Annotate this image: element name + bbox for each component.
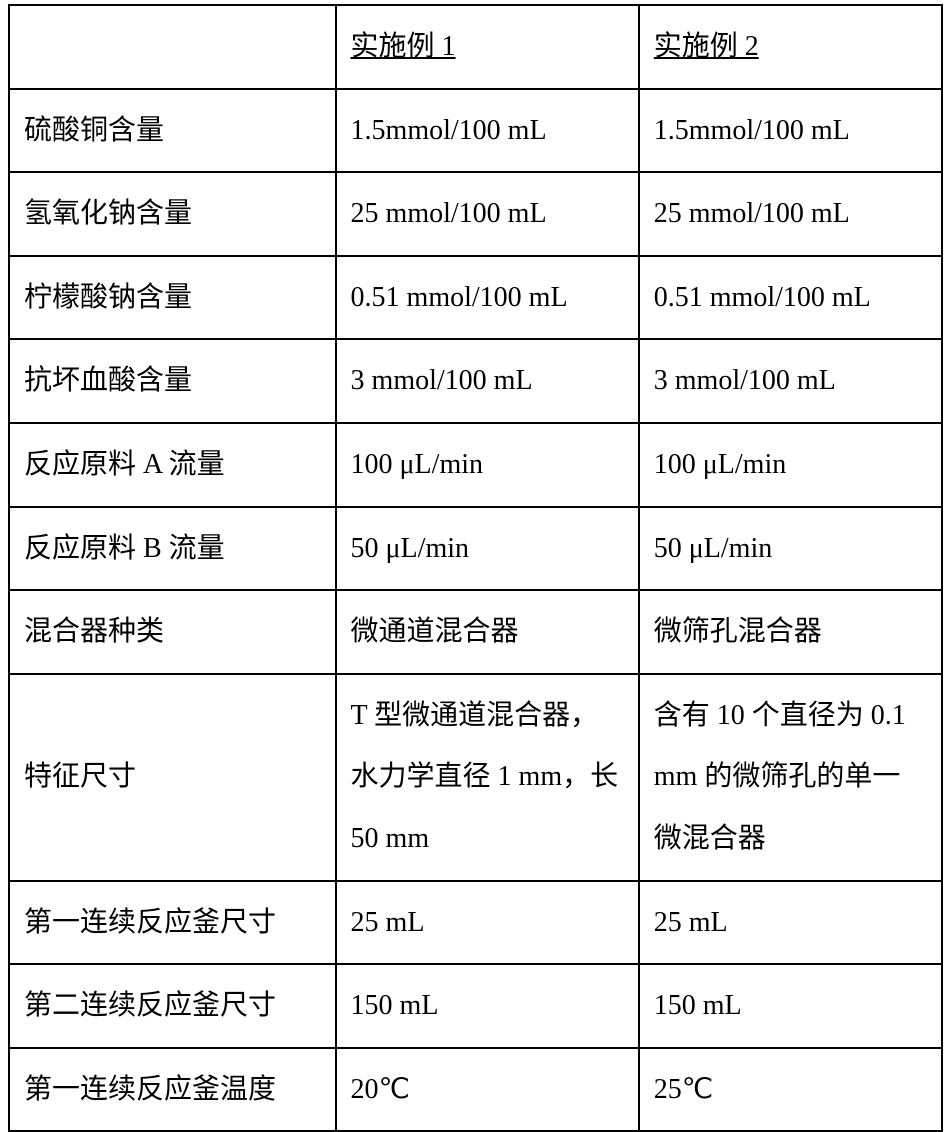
table-row: 第二连续反应釜尺寸 150 mL 150 mL <box>9 964 942 1048</box>
table-row: 第一连续反应釜温度 20℃ 25℃ <box>9 1048 942 1132</box>
header-cell-example-1: 实施例 1 <box>336 5 639 89</box>
table-header-row: 实施例 1 实施例 2 <box>9 5 942 89</box>
row-label: 柠檬酸钠含量 <box>9 256 336 340</box>
row-value-c1: 3 mmol/100 mL <box>336 339 639 423</box>
row-label: 第一连续反应釜尺寸 <box>9 881 336 965</box>
table-row: 特征尺寸 T 型微通道混合器，水力学直径 1 mm，长 50 mm 含有 10 … <box>9 674 942 881</box>
row-value-c2: 25℃ <box>639 1048 942 1132</box>
table-row: 第一连续反应釜尺寸 25 mL 25 mL <box>9 881 942 965</box>
header-text: 实施例 2 <box>654 31 759 62</box>
row-label: 特征尺寸 <box>9 674 336 881</box>
row-value-c2: 100 μL/min <box>639 423 942 507</box>
row-value-c2: 3 mmol/100 mL <box>639 339 942 423</box>
row-label: 硫酸铜含量 <box>9 89 336 173</box>
row-label: 反应原料 A 流量 <box>9 423 336 507</box>
table-row: 氢氧化钠含量 25 mmol/100 mL 25 mmol/100 mL <box>9 172 942 256</box>
table-row: 反应原料 A 流量 100 μL/min 100 μL/min <box>9 423 942 507</box>
row-value-c1: T 型微通道混合器，水力学直径 1 mm，长 50 mm <box>336 674 639 881</box>
row-label: 第一连续反应釜温度 <box>9 1048 336 1132</box>
table-row: 反应原料 B 流量 50 μL/min 50 μL/min <box>9 507 942 591</box>
parameters-table: 实施例 1 实施例 2 硫酸铜含量 1.5mmol/100 mL 1.5mmol… <box>8 4 943 1132</box>
table-row: 硫酸铜含量 1.5mmol/100 mL 1.5mmol/100 mL <box>9 89 942 173</box>
row-value-c2: 50 μL/min <box>639 507 942 591</box>
row-value-c1: 1.5mmol/100 mL <box>336 89 639 173</box>
row-value-c2: 1.5mmol/100 mL <box>639 89 942 173</box>
row-value-c2: 25 mmol/100 mL <box>639 172 942 256</box>
row-value-c1: 0.51 mmol/100 mL <box>336 256 639 340</box>
table-row: 抗坏血酸含量 3 mmol/100 mL 3 mmol/100 mL <box>9 339 942 423</box>
row-value-c1: 20℃ <box>336 1048 639 1132</box>
row-value-c2: 0.51 mmol/100 mL <box>639 256 942 340</box>
row-label: 第二连续反应釜尺寸 <box>9 964 336 1048</box>
row-value-c2: 含有 10 个直径为 0.1 mm 的微筛孔的单一微混合器 <box>639 674 942 881</box>
table-row: 混合器种类 微通道混合器 微筛孔混合器 <box>9 590 942 674</box>
row-value-c1: 150 mL <box>336 964 639 1048</box>
table-container: 实施例 1 实施例 2 硫酸铜含量 1.5mmol/100 mL 1.5mmol… <box>0 0 951 1132</box>
table-body: 实施例 1 实施例 2 硫酸铜含量 1.5mmol/100 mL 1.5mmol… <box>9 5 942 1131</box>
row-label: 反应原料 B 流量 <box>9 507 336 591</box>
row-label: 混合器种类 <box>9 590 336 674</box>
row-value-c2: 微筛孔混合器 <box>639 590 942 674</box>
header-cell-example-2: 实施例 2 <box>639 5 942 89</box>
row-value-c1: 25 mL <box>336 881 639 965</box>
row-value-c1: 100 μL/min <box>336 423 639 507</box>
row-label: 氢氧化钠含量 <box>9 172 336 256</box>
row-value-c2: 150 mL <box>639 964 942 1048</box>
header-text: 实施例 1 <box>351 31 456 62</box>
table-row: 柠檬酸钠含量 0.51 mmol/100 mL 0.51 mmol/100 mL <box>9 256 942 340</box>
row-value-c1: 25 mmol/100 mL <box>336 172 639 256</box>
row-value-c1: 微通道混合器 <box>336 590 639 674</box>
row-label: 抗坏血酸含量 <box>9 339 336 423</box>
row-value-c2: 25 mL <box>639 881 942 965</box>
header-empty-cell <box>9 5 336 89</box>
row-value-c1: 50 μL/min <box>336 507 639 591</box>
